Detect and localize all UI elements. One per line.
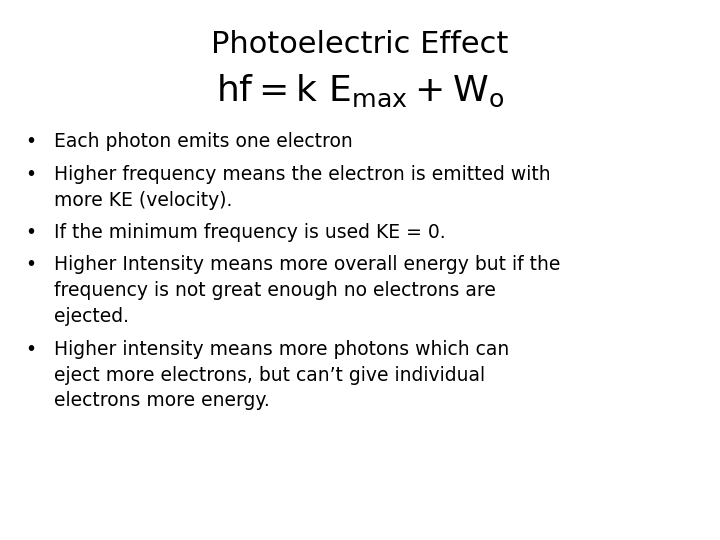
Text: more KE (velocity).: more KE (velocity). xyxy=(54,191,233,210)
Text: •: • xyxy=(25,132,36,151)
Text: frequency is not great enough no electrons are: frequency is not great enough no electro… xyxy=(54,281,496,300)
Text: If the minimum frequency is used KE = 0.: If the minimum frequency is used KE = 0. xyxy=(54,223,446,242)
Text: Each photon emits one electron: Each photon emits one electron xyxy=(54,132,353,151)
Text: •: • xyxy=(25,340,36,359)
Text: Higher frequency means the electron is emitted with: Higher frequency means the electron is e… xyxy=(54,165,551,184)
Text: Higher intensity means more photons which can: Higher intensity means more photons whic… xyxy=(54,340,509,359)
Text: Photoelectric Effect: Photoelectric Effect xyxy=(211,30,509,59)
Text: •: • xyxy=(25,255,36,274)
Text: •: • xyxy=(25,165,36,184)
Text: electrons more energy.: electrons more energy. xyxy=(54,392,270,410)
Text: ejected.: ejected. xyxy=(54,307,129,326)
Text: Higher Intensity means more overall energy but if the: Higher Intensity means more overall ener… xyxy=(54,255,560,274)
Text: eject more electrons, but can’t give individual: eject more electrons, but can’t give ind… xyxy=(54,366,485,384)
Text: •: • xyxy=(25,223,36,242)
Text: $\mathregular{hf = k\ E_{max} + W_{o}}$: $\mathregular{hf = k\ E_{max} + W_{o}}$ xyxy=(216,73,504,109)
